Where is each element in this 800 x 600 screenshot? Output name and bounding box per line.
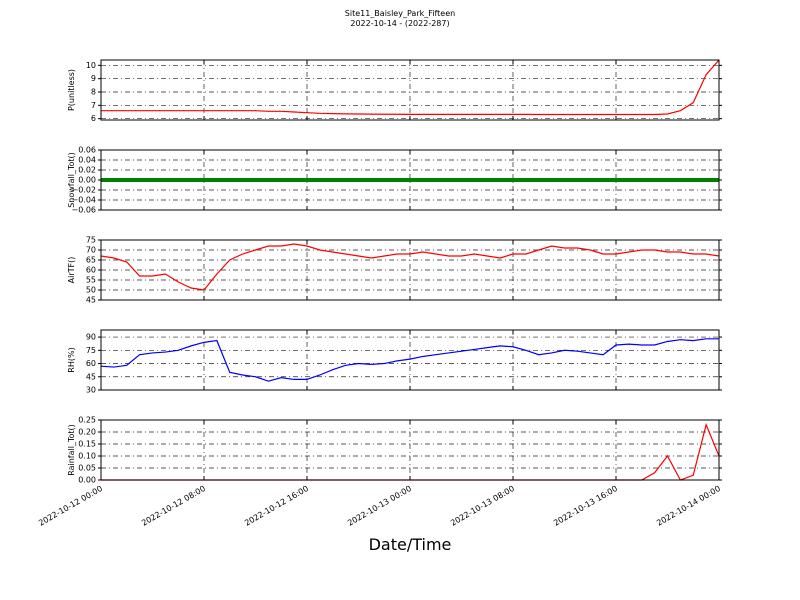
y-tick-label: 75 [86, 346, 96, 355]
y-tick-label: 0.15 [78, 440, 96, 449]
y-axis-label: RH(%) [67, 347, 76, 372]
x-tick-label: 2022-10-13 16:00 [552, 484, 619, 528]
y-tick-label: −0.02 [71, 186, 96, 195]
plot-frame [100, 239, 720, 301]
x-tick-label: 2022-10-12 00:00 [37, 484, 104, 528]
plot-frame [100, 59, 720, 121]
y-tick-label: 55 [86, 276, 96, 285]
y-tick-label: 8 [91, 88, 96, 97]
y-axis-label: AirTF() [67, 257, 76, 284]
y-tick-label: 10 [86, 61, 96, 70]
y-axis-label: Snowfall_Tot() [67, 152, 76, 208]
y-tick-label: 90 [86, 333, 96, 342]
plot-frame [100, 329, 720, 391]
y-axis-label: Rainfall_Tot() [67, 424, 76, 476]
data-line [101, 59, 720, 116]
y-tick-label: 0.04 [78, 156, 96, 165]
y-tick-label: 45 [86, 372, 96, 381]
y-tick-label: 0.02 [78, 166, 96, 175]
y-tick-label: 30 [86, 386, 96, 395]
y-tick-label: 45 [86, 296, 96, 305]
y-tick-label: 9 [91, 74, 96, 83]
y-tick-label: 0.25 [78, 416, 96, 425]
y-tick-label: 75 [86, 236, 96, 245]
y-tick-label: 0.00 [78, 176, 96, 185]
x-tick-label: 2022-10-13 08:00 [449, 484, 516, 528]
data-line [100, 338, 719, 382]
plot-frame [100, 419, 720, 481]
y-tick-label: −0.06 [71, 206, 96, 215]
x-tick-label: 2022-10-12 08:00 [140, 484, 207, 528]
chart-title: Site11_Baisley_Park_Fifteen [345, 9, 455, 18]
x-tick-label: 2022-10-13 00:00 [346, 484, 413, 528]
x-tick-label: 2022-10-14 00:00 [655, 484, 722, 528]
y-axis-label: P(unitless) [67, 69, 76, 111]
y-tick-label: 0.00 [78, 476, 96, 485]
y-tick-label: 60 [86, 359, 96, 368]
y-tick-label: 0.05 [78, 464, 96, 473]
y-tick-label: 65 [86, 256, 96, 265]
x-axis-label: Date/Time [369, 535, 452, 554]
plot-frame [100, 149, 720, 211]
y-tick-label: 0.10 [78, 452, 96, 461]
y-tick-label: −0.04 [71, 196, 96, 205]
y-tick-label: 60 [86, 266, 96, 275]
y-tick-label: 50 [86, 286, 96, 295]
chart-subtitle: 2022-10-14 - (2022-287) [350, 19, 449, 28]
y-tick-label: 70 [86, 246, 96, 255]
y-tick-label: 0.06 [78, 146, 96, 155]
data-line [100, 243, 720, 291]
y-tick-label: 7 [91, 101, 96, 110]
y-tick-label: 0.20 [78, 428, 96, 437]
x-tick-label: 2022-10-12 16:00 [243, 484, 310, 528]
y-tick-label: 6 [91, 114, 96, 123]
